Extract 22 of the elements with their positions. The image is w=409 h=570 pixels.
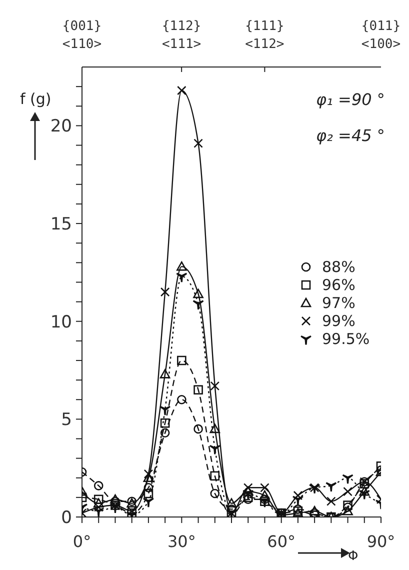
y-tick-label: 0 bbox=[61, 508, 72, 528]
legend-label: 99.5% bbox=[322, 330, 370, 348]
y-axis-title: f (g) bbox=[20, 90, 52, 108]
y-tick-label: 5 bbox=[61, 410, 72, 430]
text: {001} <110> bbox=[62, 19, 102, 52]
y-tick-label: 10 bbox=[50, 312, 72, 332]
x-axis-title: Φ bbox=[348, 549, 358, 564]
x-tick-label: 0° bbox=[72, 532, 92, 551]
text: {011} <100> bbox=[361, 19, 401, 52]
annotation: φ₁ =90 ° bbox=[316, 90, 385, 109]
text: {111} <112> bbox=[245, 19, 284, 52]
legend-label: 97% bbox=[322, 294, 356, 312]
legend-label: 88% bbox=[322, 258, 356, 276]
y-tick-label: 15 bbox=[50, 214, 72, 235]
legend-label: 99% bbox=[322, 312, 356, 330]
y-tick-label: 20 bbox=[50, 116, 72, 137]
text: {112} <111> bbox=[162, 19, 202, 52]
x-tick-label: 90° bbox=[366, 532, 396, 551]
legend-label: 96% bbox=[322, 276, 356, 294]
x-tick-label: 30° bbox=[167, 532, 196, 551]
x-tick-label: 60° bbox=[267, 532, 296, 551]
annotation: φ₂ =45 ° bbox=[316, 126, 385, 145]
